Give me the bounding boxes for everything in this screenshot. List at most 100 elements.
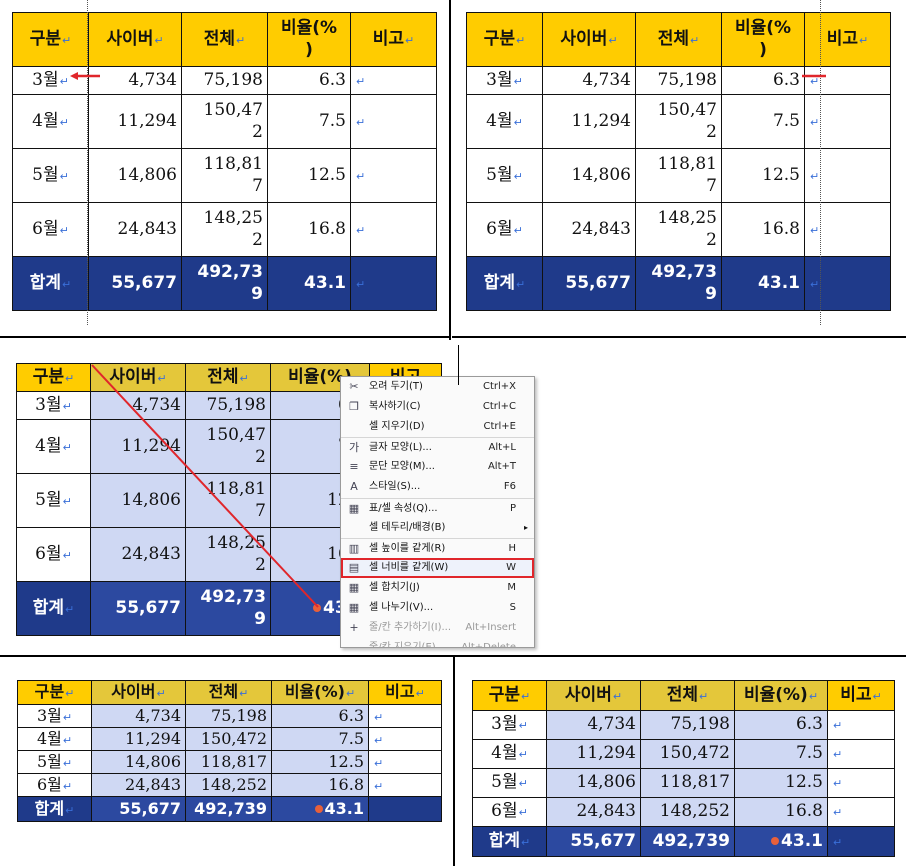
- header-cell[interactable]: 구분↵: [17, 680, 92, 705]
- note-cell[interactable]: ↵: [804, 256, 891, 311]
- menu-item[interactable]: ▦ 셀 나누기(V)... S: [341, 598, 534, 618]
- header-cell[interactable]: 구분↵: [12, 12, 89, 67]
- menu-item[interactable]: ▦ 셀 합치기(J) M: [341, 578, 534, 598]
- month-cell[interactable]: 6월↵: [12, 202, 89, 257]
- note-cell[interactable]: ↵: [804, 94, 891, 149]
- note-cell[interactable]: ↵: [368, 750, 442, 774]
- note-cell[interactable]: ↵: [804, 202, 891, 257]
- cyber-cell[interactable]: 14,806: [542, 148, 636, 203]
- total-cell[interactable]: 150,472: [185, 727, 272, 751]
- cyber-cell[interactable]: 24,843: [90, 527, 186, 582]
- ratio-cell[interactable]: 12.5: [721, 148, 805, 203]
- cyber-cell[interactable]: 24,843: [542, 202, 636, 257]
- ratio-cell[interactable]: 7.5: [721, 94, 805, 149]
- ratio-cell[interactable]: 16.8: [721, 202, 805, 257]
- data-table[interactable]: 구분↵ 사이버↵ 전체↵ 비율(%) 비고↵ 3월↵ 4,734 75,198 …: [466, 12, 891, 311]
- sum-cyber-cell[interactable]: 55,677: [542, 256, 636, 311]
- cyber-cell[interactable]: 11,294: [542, 94, 636, 149]
- menu-item[interactable]: A 스타일(S)... F6: [341, 477, 534, 497]
- header-cell[interactable]: 사이버↵: [90, 363, 186, 392]
- sum-total-cell[interactable]: 492,739: [640, 826, 735, 857]
- note-cell[interactable]: ↵: [827, 768, 895, 798]
- sum-ratio-cell[interactable]: 43.1: [721, 256, 805, 311]
- data-table[interactable]: 구분↵ 사이버↵ 전체↵ 비율(%) 비고↵ 3월↵ 4,734 75,198 …: [12, 12, 437, 311]
- month-cell[interactable]: 4월↵: [466, 94, 543, 149]
- total-cell[interactable]: 148,252: [185, 773, 272, 797]
- total-cell[interactable]: 118,817: [640, 768, 735, 798]
- month-cell[interactable]: 6월↵: [466, 202, 543, 257]
- header-cell[interactable]: 비율(%): [721, 12, 805, 67]
- cyber-cell[interactable]: 11,294: [546, 739, 641, 769]
- cyber-cell[interactable]: 24,843: [88, 202, 182, 257]
- header-cell[interactable]: 비율(%)↵: [271, 680, 369, 705]
- month-cell[interactable]: 5월↵: [17, 750, 92, 774]
- cyber-cell[interactable]: 4,734: [542, 66, 636, 95]
- ratio-cell[interactable]: 12.5: [271, 750, 369, 774]
- cyber-cell[interactable]: 11,294: [91, 727, 186, 751]
- cyber-cell[interactable]: 14,806: [90, 473, 186, 528]
- menu-item[interactable]: ≡ 문단 모양(M)... Alt+T: [341, 457, 534, 477]
- note-cell[interactable]: ↵: [804, 148, 891, 203]
- header-cell[interactable]: 사이버↵: [91, 680, 186, 705]
- ratio-cell[interactable]: 12.5: [267, 148, 351, 203]
- sum-ratio-cell[interactable]: 43.1: [271, 796, 369, 822]
- note-cell[interactable]: ↵: [350, 66, 437, 95]
- sum-total-cell[interactable]: 492,739: [185, 796, 272, 822]
- month-cell[interactable]: 5월↵: [12, 148, 89, 203]
- ratio-cell[interactable]: 16.8: [734, 797, 828, 827]
- header-cell[interactable]: 전체↵: [185, 680, 272, 705]
- menu-item[interactable]: ▤ 셀 너비를 같게(W) W: [341, 557, 534, 578]
- sum-label-cell[interactable]: 합계↵: [12, 256, 89, 311]
- note-cell[interactable]: ↵: [368, 773, 442, 797]
- sum-label-cell[interactable]: 합계↵: [16, 581, 91, 636]
- note-cell[interactable]: ↵: [827, 739, 895, 769]
- month-cell[interactable]: 5월↵: [472, 768, 547, 798]
- note-cell[interactable]: ↵: [827, 826, 895, 857]
- ratio-cell[interactable]: 7.5: [734, 739, 828, 769]
- month-cell[interactable]: 6월↵: [472, 797, 547, 827]
- total-cell[interactable]: 75,198: [640, 710, 735, 740]
- ratio-cell[interactable]: 6.3: [267, 66, 351, 95]
- note-cell[interactable]: [368, 796, 442, 822]
- menu-item[interactable]: ✂ 오려 두기(T) Ctrl+X: [341, 377, 534, 397]
- header-cell[interactable]: 사이버↵: [542, 12, 636, 67]
- menu-item[interactable]: ▥ 셀 높이를 같게(R) H: [341, 537, 534, 558]
- note-cell[interactable]: ↵: [350, 94, 437, 149]
- total-cell[interactable]: 75,198: [185, 391, 271, 420]
- cyber-cell[interactable]: 11,294: [88, 94, 182, 149]
- ratio-cell[interactable]: 16.8: [267, 202, 351, 257]
- cyber-cell[interactable]: 11,294: [90, 419, 186, 474]
- header-cell[interactable]: 비고↵: [368, 680, 442, 705]
- ratio-cell[interactable]: 6.3: [734, 710, 828, 740]
- month-cell[interactable]: 5월↵: [466, 148, 543, 203]
- cyber-cell[interactable]: 4,734: [88, 66, 182, 95]
- data-table[interactable]: 구분↵ 사이버↵ 전체↵ 비율(%)↵ 비고↵ 3월↵ 4,734 75,198…: [17, 680, 442, 822]
- sum-label-cell[interactable]: 합계↵: [466, 256, 543, 311]
- header-cell[interactable]: 비고↵: [827, 680, 895, 711]
- note-cell[interactable]: ↵: [804, 66, 891, 95]
- note-cell[interactable]: ↵: [350, 202, 437, 257]
- menu-item[interactable]: 가 글자 모양(L)... Alt+L: [341, 437, 534, 457]
- menu-item[interactable]: 셀 테두리/배경(B) ▸: [341, 518, 534, 538]
- month-cell[interactable]: 4월↵: [12, 94, 89, 149]
- ratio-cell[interactable]: 6.3: [721, 66, 805, 95]
- sum-ratio-cell[interactable]: 43.1: [734, 826, 828, 857]
- header-cell[interactable]: 구분↵: [16, 363, 91, 392]
- header-cell[interactable]: 사이버↵: [546, 680, 641, 711]
- header-cell[interactable]: 비율(%): [267, 12, 351, 67]
- header-cell[interactable]: 전체↵: [635, 12, 722, 67]
- menu-item[interactable]: ❐ 복사하기(C) Ctrl+C: [341, 397, 534, 417]
- total-cell[interactable]: 118,817: [185, 750, 272, 774]
- sum-label-cell[interactable]: 합계↵: [17, 796, 92, 822]
- cyber-cell[interactable]: 14,806: [91, 750, 186, 774]
- cyber-cell[interactable]: 4,734: [91, 704, 186, 728]
- menu-item[interactable]: ▦ 표/셀 속성(Q)... P: [341, 497, 534, 518]
- menu-item[interactable]: + 줄/칸 추가하기(I)... Alt+Insert: [341, 618, 534, 638]
- header-cell[interactable]: 전체↵: [181, 12, 268, 67]
- sum-cyber-cell[interactable]: 55,677: [90, 581, 186, 636]
